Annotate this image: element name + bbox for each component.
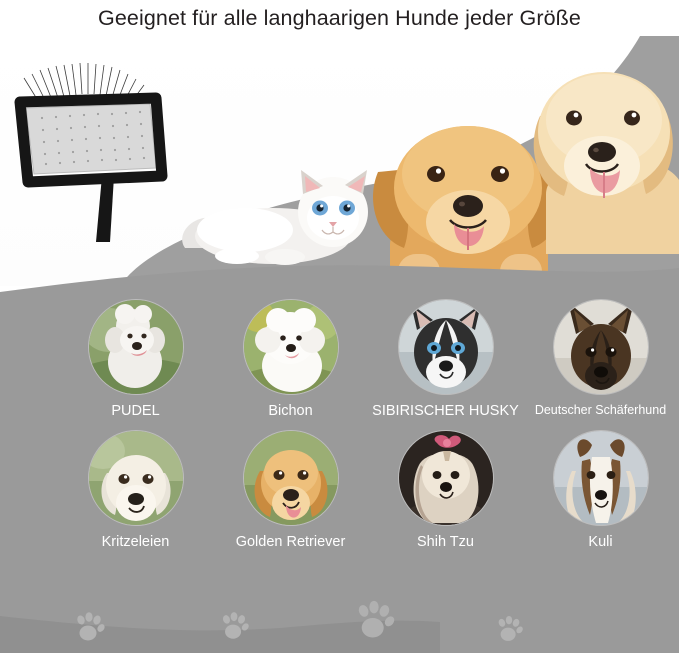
breed-label: Kritzeleien <box>101 534 170 550</box>
bichon-photo <box>243 300 338 394</box>
breed-row: PUDEL <box>0 300 679 419</box>
breed-cell-husky[interactable]: SIBIRISCHER HUSKY <box>368 300 523 419</box>
page-title: Geeignet für alle langhaarigen Hunde jed… <box>98 6 581 30</box>
paw-print-icon <box>498 615 523 641</box>
breed-label: Shih Tzu <box>417 534 474 550</box>
breed-cell-shih-tzu[interactable]: Shih Tzu <box>368 431 523 550</box>
breed-cell-kritzeleien[interactable]: Kritzeleien <box>58 431 213 550</box>
breed-label: Golden Retriever <box>235 534 346 550</box>
breed-label: PUDEL <box>111 403 160 419</box>
paw-print-icon <box>77 612 105 641</box>
breed-label: Deutscher Schäferhund <box>534 403 667 417</box>
breed-label: Kuli <box>588 534 613 550</box>
slicker-brush <box>14 62 168 242</box>
breed-grid: PUDEL <box>0 300 679 562</box>
breed-cell-golden-retriever[interactable]: Golden Retriever <box>213 431 368 550</box>
labrador-photo <box>88 431 183 525</box>
breed-row: Kritzeleien <box>0 431 679 550</box>
paw-print-icon <box>358 600 395 638</box>
breed-cell-pudel[interactable]: PUDEL <box>58 300 213 419</box>
golden-retriever-photo <box>243 431 338 525</box>
breed-label: Bichon <box>268 403 313 419</box>
breed-label: SIBIRISCHER HUSKY <box>372 403 519 419</box>
paw-print-row <box>0 596 679 653</box>
husky-photo <box>398 300 493 394</box>
poodle-photo <box>88 300 183 394</box>
ragdoll-cat <box>182 170 368 265</box>
breed-cell-kuli[interactable]: Kuli <box>523 431 678 550</box>
hero-photo-band <box>0 36 679 286</box>
paw-print-icon <box>222 612 249 639</box>
collie-photo <box>553 431 648 525</box>
breed-cell-bichon[interactable]: Bichon <box>213 300 368 419</box>
golden-retriever-right <box>533 72 679 254</box>
breed-cell-german-shepherd[interactable]: Deutscher Schäferhund <box>523 300 678 419</box>
german-shepherd-photo <box>553 300 648 394</box>
shih-tzu-photo <box>398 431 493 525</box>
